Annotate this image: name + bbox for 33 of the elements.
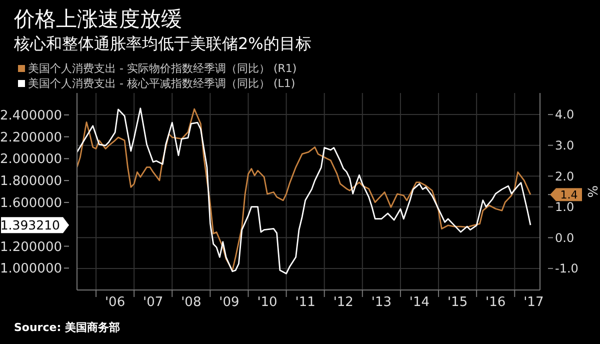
chart-subtitle: 核心和整体通胀率均低于美联储2%的目标	[14, 33, 312, 55]
x-tick-label: '08	[181, 295, 202, 310]
x-tick-label: '10	[257, 295, 278, 310]
x-tick-label: '14	[409, 295, 430, 310]
y-tick-label: 1.600000	[0, 196, 62, 211]
x-tick-label: '13	[371, 295, 392, 310]
y2-axis-title: %	[584, 185, 599, 198]
x-tick-label: '17	[524, 295, 544, 310]
x-tick-label: '09	[219, 295, 240, 310]
y2-tick-label: -1.0	[555, 262, 578, 276]
x-tick-label: '11	[295, 295, 316, 310]
y2-tick-label: 3.0	[555, 138, 574, 153]
y-tick-label: 1.393210	[0, 217, 60, 232]
x-tick-label: '06	[104, 295, 126, 310]
y2-tick-label: 4.0	[555, 108, 574, 122]
y2-tick-label: 2.0	[555, 169, 574, 184]
x-tick-label: '07	[143, 295, 164, 310]
y2-tick-label: 0.0	[555, 230, 574, 245]
x-tick-label: '12	[333, 295, 354, 310]
y-tick-label: 1.200000	[0, 240, 62, 255]
chart-title: 价格上涨速度放缓	[14, 6, 182, 32]
x-tick-label: '16	[486, 295, 506, 310]
source-note: Source: 美国商务部	[14, 320, 120, 335]
legend-label: 美国个人消费支出 - 核心平减指数经季调（同比） (L1)	[28, 76, 296, 91]
legend-label: 美国个人消费支出 - 实际物价指数经季调（同比） (R1)	[28, 61, 297, 76]
y2-tick-label: 1.4	[560, 188, 578, 202]
y-tick-label: 1.000000	[0, 262, 62, 277]
y-tick-label: 2.200000	[0, 130, 62, 146]
x-tick-label: '15	[447, 295, 468, 310]
y-tick-label: 2.000000	[0, 152, 62, 168]
y-tick-label: 1.800000	[0, 174, 62, 190]
y2-tick-label: 1.0	[555, 200, 574, 214]
y-tick-label: 2.400000	[0, 108, 62, 124]
